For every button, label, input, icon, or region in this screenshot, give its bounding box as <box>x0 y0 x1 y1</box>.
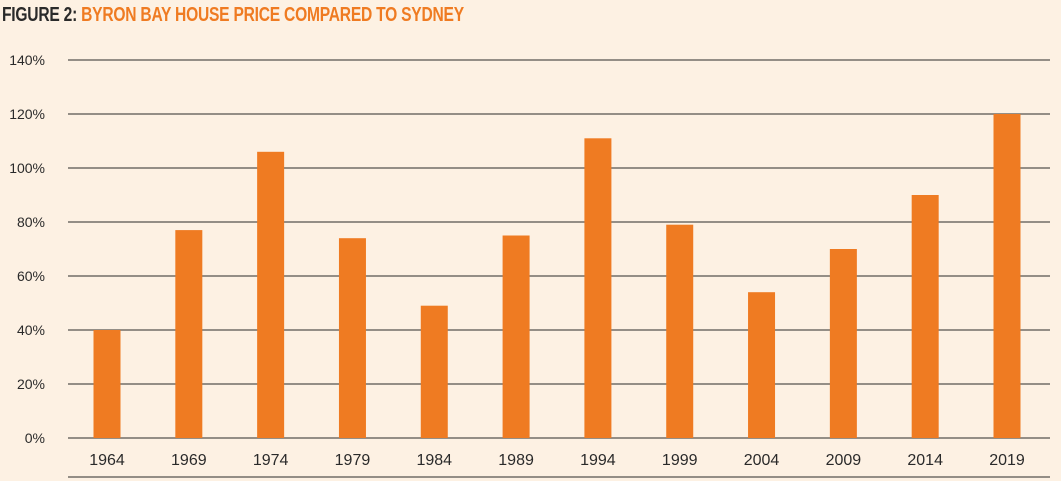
bar-1964 <box>93 330 121 438</box>
x-tick-label: 1989 <box>498 452 534 469</box>
chart-title: FIGURE 2: BYRON BAY HOUSE PRICE COMPARED… <box>2 4 464 27</box>
bar-1974 <box>257 151 285 439</box>
x-tick-label: 2019 <box>989 452 1025 469</box>
chart-title-main: BYRON BAY HOUSE PRICE COMPARED TO SYDNEY <box>81 4 464 26</box>
y-tick-label: 60% <box>17 268 45 284</box>
x-tick-label: 2014 <box>907 452 943 469</box>
gridlines <box>68 59 1050 478</box>
bar-2004 <box>748 292 776 438</box>
y-tick-label: 20% <box>17 376 45 392</box>
x-tick-label: 1999 <box>662 452 698 469</box>
y-tick-label: 0% <box>25 430 45 446</box>
x-axis-category-labels: 1964 1969 1974 1979 1984 1989 1994 1999 2004 2009… <box>89 452 1025 469</box>
bar-1989 <box>502 235 530 438</box>
x-tick-label: 1979 <box>335 452 371 469</box>
bar-1969 <box>175 230 203 438</box>
x-tick-label: 1994 <box>580 452 616 469</box>
x-tick-label: 1984 <box>416 452 452 469</box>
y-tick-label: 100% <box>9 160 45 176</box>
y-tick-label: 140% <box>9 52 45 68</box>
y-tick-label: 80% <box>17 214 45 230</box>
chart-title-prefix: FIGURE 2: <box>2 4 78 26</box>
y-tick-label: 40% <box>17 322 45 338</box>
y-axis-tick-labels: 0% 20% 40% 60% 80% 100% 120% 140% <box>9 52 45 446</box>
x-tick-label: 2009 <box>826 452 862 469</box>
bar-1999 <box>666 224 694 438</box>
bar-1984 <box>420 305 448 438</box>
bar-2009 <box>829 249 857 438</box>
bar-1979 <box>338 238 366 438</box>
bar-2019 <box>993 114 1021 438</box>
bar-2014 <box>911 195 939 438</box>
x-tick-label: 1974 <box>253 452 289 469</box>
bars <box>93 114 1021 439</box>
x-tick-label: 1964 <box>89 452 125 469</box>
y-tick-label: 120% <box>9 106 45 122</box>
x-tick-label: 2004 <box>744 452 780 469</box>
bar-1994 <box>584 138 612 439</box>
x-tick-label: 1969 <box>171 452 207 469</box>
